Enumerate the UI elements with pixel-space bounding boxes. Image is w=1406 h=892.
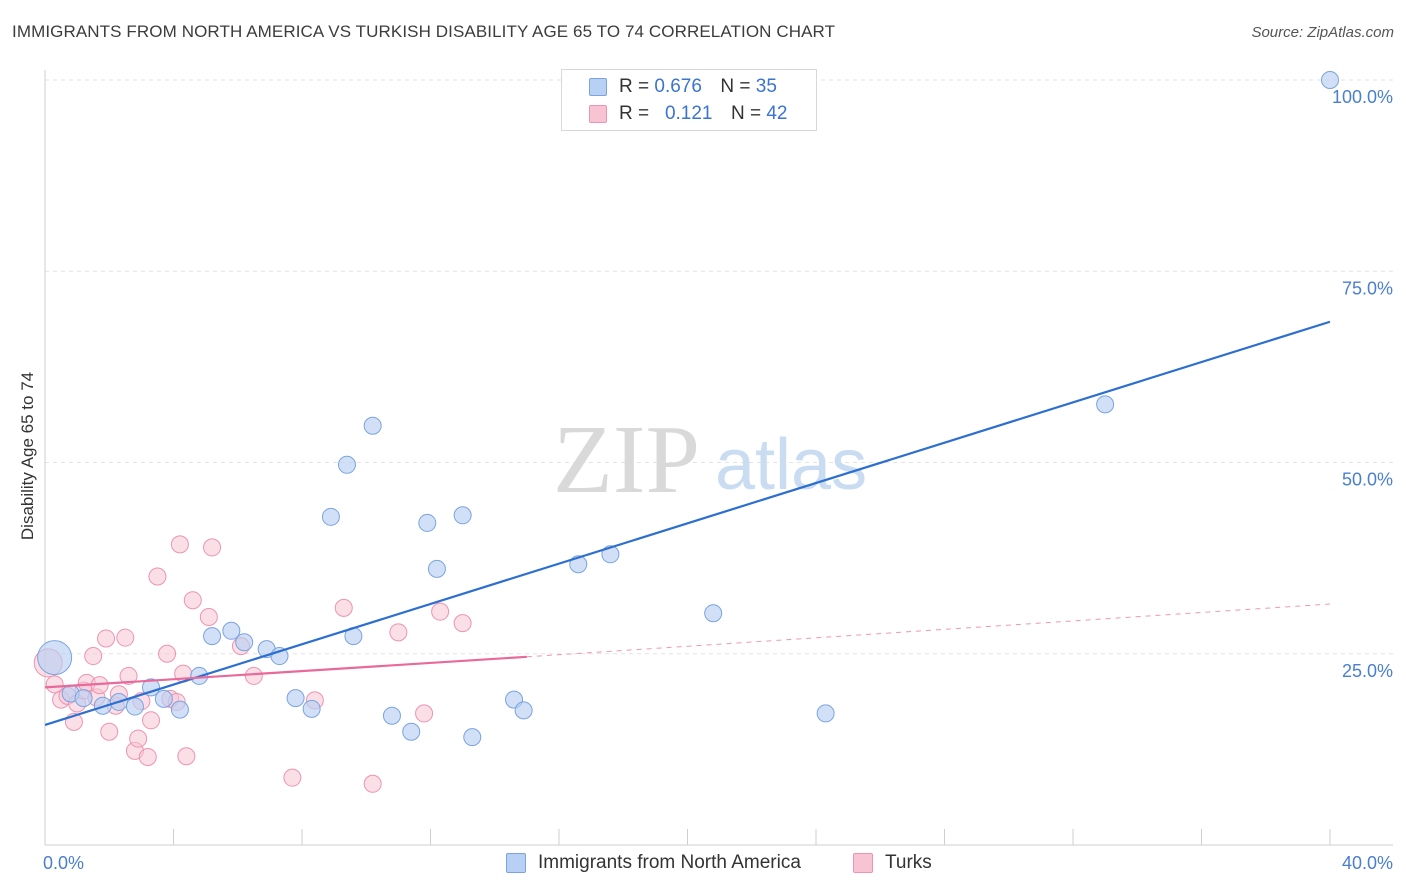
watermark: ZIP atlas (553, 406, 867, 514)
bottom-legend-swatch-blue (506, 853, 526, 873)
legend-r-label: R = (619, 103, 650, 124)
turks-point (97, 629, 116, 648)
legend-r-label: R = (619, 76, 650, 97)
turks-point (148, 567, 167, 586)
y-tick-label: 50.0% (1342, 470, 1393, 490)
legend-n-value: 35 (755, 76, 777, 97)
turks-point (84, 647, 103, 666)
turks-point (431, 602, 450, 621)
immigrants-point (302, 699, 321, 718)
immigrants-point (154, 689, 173, 708)
legend-row-immigrants: R = 0.676 N = 35 (562, 74, 777, 100)
x-tick-label: 40.0% (1342, 853, 1393, 873)
immigrants-point (463, 728, 482, 747)
turks-point (45, 675, 64, 694)
turks-point (170, 535, 189, 554)
legend-swatch-pink (589, 105, 607, 123)
immigrants-point (74, 689, 93, 708)
immigrants-point (337, 455, 356, 474)
turks-point (363, 774, 382, 793)
legend-row-turks: R = 0.121 N = 42 (562, 101, 787, 127)
turks-point (142, 711, 161, 730)
immigrants-point (1321, 71, 1339, 89)
immigrants-point (601, 545, 620, 564)
legend-n-value: 42 (766, 103, 788, 124)
trend-lines (44, 320, 1331, 726)
watermark-zip: ZIP (553, 406, 700, 514)
tick-labels: 25.0% 50.0% 75.0% 100.0% 0.0% 40.0% (43, 87, 1393, 873)
chart-title: IMMIGRANTS FROM NORTH AMERICA VS TURKISH… (12, 22, 836, 41)
turks-trend-line (44, 655, 527, 689)
legend-n-label: N = (730, 103, 762, 124)
series-immigrants-points (37, 71, 1339, 747)
immigrants-point (203, 627, 222, 646)
immigrants-point (382, 706, 401, 725)
immigrants-point (170, 700, 189, 719)
turks-point (453, 614, 472, 633)
immigrants-point (427, 559, 446, 578)
immigrants-point (286, 689, 305, 708)
immigrants-point (37, 640, 73, 676)
turks-point (415, 704, 434, 723)
x-tick-label: 0.0% (43, 853, 84, 873)
turks-point (183, 591, 202, 610)
immigrants-point (418, 513, 437, 532)
axes (44, 70, 1393, 846)
immigrants-point (222, 621, 241, 640)
bottom-legend-turks: Turks (853, 852, 932, 874)
bottom-legend-label-turks: Turks (885, 852, 932, 873)
immigrants-point (816, 704, 835, 723)
turks-point (334, 598, 353, 617)
correlation-legend: R = 0.676 N = 35 R = 0.121 N = 42 (561, 69, 817, 131)
immigrants-point (142, 678, 161, 697)
gridlines (45, 79, 1393, 655)
legend-swatch-blue (589, 78, 607, 96)
bottom-legend-label-immigrants: Immigrants from North America (538, 852, 801, 873)
turks-point (100, 722, 119, 741)
immigrants-point (704, 604, 723, 623)
turks-point (244, 666, 263, 685)
immigrants-point (321, 507, 340, 526)
turks-point (203, 538, 222, 557)
legend-n-label: N = (720, 76, 751, 97)
immigrants-point (363, 416, 382, 435)
immigrants-point (125, 697, 144, 716)
y-tick-label: 100.0% (1332, 87, 1393, 107)
turks-point (199, 608, 218, 627)
source-credit: Source: ZipAtlas.com (1251, 24, 1394, 41)
y-axis-title: Disability Age 65 to 74 (18, 372, 37, 540)
turks-point (389, 623, 408, 642)
immigrants-point (1096, 395, 1115, 414)
turks-point (158, 644, 177, 663)
immigrants-trend-line (44, 320, 1331, 726)
immigrants-point (402, 722, 421, 741)
turks-point (129, 729, 148, 748)
immigrants-point (514, 701, 533, 720)
turks-point (138, 748, 157, 767)
immigrants-point (235, 633, 254, 652)
turks-point (116, 628, 135, 647)
immigrants-point (453, 506, 472, 525)
y-tick-label: 25.0% (1342, 661, 1393, 681)
bottom-legend-swatch-pink (853, 853, 873, 873)
y-tick-label: 75.0% (1342, 278, 1393, 298)
legend-r-value: 0.676 (654, 76, 702, 97)
turks-trend-extension (526, 603, 1331, 658)
legend-r-value: 0.121 (664, 103, 713, 124)
turks-point (119, 666, 138, 685)
turks-point (283, 768, 302, 787)
turks-point (177, 747, 196, 766)
bottom-legend-immigrants: Immigrants from North America (506, 852, 801, 874)
watermark-atlas: atlas (715, 425, 867, 505)
